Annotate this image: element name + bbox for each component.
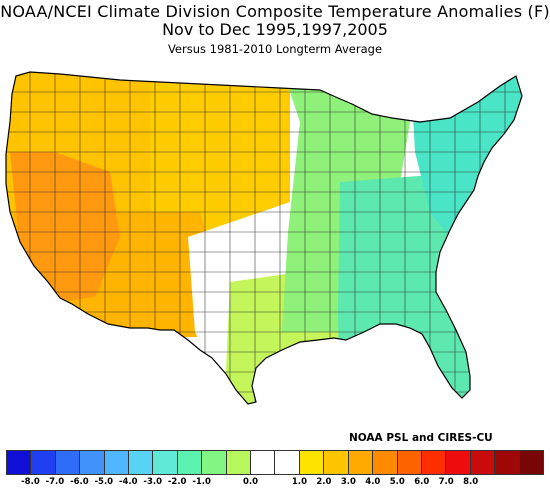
title-block: NOAA/NCEI Climate Division Composite Tem… — [0, 0, 550, 57]
colorbar-cell — [80, 451, 105, 474]
colorbar-tick-label: 3.0 — [340, 477, 356, 487]
colorbar-cell — [202, 451, 227, 474]
us-map-svg — [5, 71, 523, 405]
colorbar-cell — [153, 451, 178, 474]
colorbar-tick-label: -4.0 — [118, 477, 138, 487]
colorbar-cell — [373, 451, 398, 474]
colorbar-cell — [324, 451, 349, 474]
map-title: NOAA/NCEI Climate Division Composite Tem… — [0, 2, 550, 21]
colorbar-cell — [421, 451, 447, 474]
colorbar-tick-label: -6.0 — [70, 477, 89, 487]
colorbar-tick-label: -2.0 — [167, 477, 187, 487]
colorbar-cell — [397, 451, 422, 474]
us-climate-division-map — [0, 62, 550, 422]
colorbar-tick-label: -3.0 — [143, 477, 163, 487]
colorbar-cell — [348, 451, 374, 474]
colorbar-cell — [226, 451, 252, 474]
colorbar-legend: -8.0 -7.0 -6.0 -5.0 -4.0 -3.0 -2.0 -1.0 0.0 1.0 2.… — [6, 450, 544, 487]
colorbar-tick-label: 1.0 — [291, 477, 307, 487]
colorbar-tick-label: 7.0 — [438, 477, 454, 487]
colorbar-tick-label: -7.0 — [45, 477, 65, 487]
colorbar-tick-label: -1.0 — [192, 477, 211, 487]
colorbar-cell — [446, 451, 471, 474]
colorbar-cell — [104, 451, 130, 474]
colorbar-tick-label: -8.0 — [21, 477, 40, 487]
colorbar-tick-label: 4.0 — [365, 477, 381, 487]
colorbar-cell — [495, 451, 520, 474]
source-credit: NOAA PSL and CIRES-CU — [349, 432, 493, 444]
map-period: Nov to Dec 1995,1997,2005 — [162, 20, 388, 39]
colorbar-tick-label: 6.0 — [414, 477, 430, 487]
colorbar-cell — [299, 451, 325, 474]
colorbar-cells — [6, 450, 544, 475]
colorbar-cell — [519, 451, 543, 474]
region-northern-rockies-plains — [150, 72, 290, 237]
colorbar-cell — [275, 451, 300, 474]
colorbar-tick-label: 0.0 — [243, 477, 259, 487]
colorbar-tick-label: 2.0 — [316, 477, 332, 487]
colorbar-cell — [470, 451, 496, 474]
colorbar-cell — [177, 451, 203, 474]
colorbar-cell — [7, 451, 32, 474]
colorbar-tick-label: 8.0 — [463, 477, 479, 487]
colorbar-tick-labels: -8.0 -7.0 -6.0 -5.0 -4.0 -3.0 -2.0 -1.0 0.0 1.0 2.… — [6, 477, 544, 491]
map-baseline-note: Versus 1981-2010 Longterm Average — [167, 42, 383, 56]
map-regions — [6, 72, 522, 404]
us-outline — [5, 71, 523, 405]
colorbar-cell — [129, 451, 154, 474]
colorbar-tick-label: -5.0 — [94, 477, 114, 487]
colorbar-cell — [31, 451, 56, 474]
colorbar-cell — [55, 451, 81, 474]
region-california-nevada — [10, 152, 120, 302]
colorbar-cell — [251, 451, 276, 474]
colorbar-tick-label: 5.0 — [389, 477, 405, 487]
